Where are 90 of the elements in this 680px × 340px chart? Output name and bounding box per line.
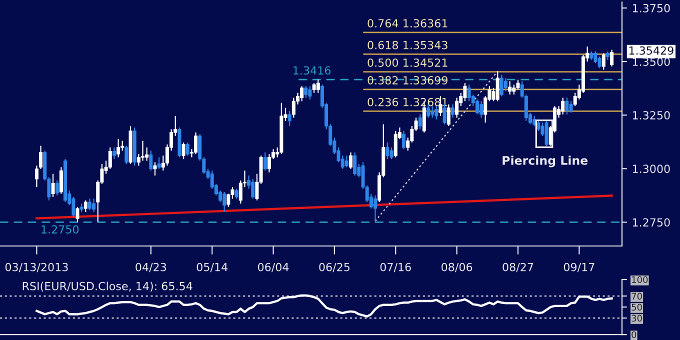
candlestick	[373, 194, 377, 222]
x-tick-label: 09/17	[564, 262, 594, 272]
x-tick-label: 08/27	[502, 262, 534, 272]
candlestick	[153, 162, 157, 176]
candlestick	[308, 86, 312, 100]
candlestick	[300, 86, 304, 102]
candlestick	[610, 49, 614, 68]
x-tick-label: 08/06	[442, 262, 472, 272]
candlestick	[222, 191, 226, 212]
candlestick	[344, 155, 348, 168]
candlestick	[84, 200, 88, 212]
ref-line-label: 0.618 1.35343	[368, 40, 448, 50]
candlestick	[496, 70, 500, 102]
candlestick	[108, 146, 112, 170]
candlestick	[55, 180, 59, 196]
candlestick	[251, 178, 255, 200]
candlestick	[467, 84, 471, 102]
candlestick	[434, 106, 438, 120]
candlestick	[450, 104, 454, 118]
candlestick	[394, 130, 398, 158]
candlestick	[602, 52, 606, 70]
candlestick	[312, 82, 316, 94]
candlestick	[508, 80, 512, 96]
candlestick	[594, 50, 598, 64]
candlestick	[544, 120, 548, 147]
candlestick	[504, 77, 508, 92]
candlestick	[480, 100, 484, 118]
y-tick-label: 1.3250	[632, 111, 670, 120]
y-tick-label: 30	[632, 314, 642, 322]
candlestick	[76, 206, 80, 223]
candlestick	[455, 97, 459, 118]
candlestick	[51, 173, 55, 198]
candlestick	[141, 140, 144, 162]
candlestick	[402, 130, 406, 150]
candlestick	[598, 56, 602, 69]
candlestick	[124, 145, 128, 165]
x-tick-label: 06/04	[258, 262, 289, 272]
candlestick	[316, 78, 320, 94]
candlestick	[512, 84, 516, 96]
ref-line-label: 0.764 1.36361	[368, 19, 448, 28]
candlestick	[569, 100, 573, 114]
candlestick	[92, 198, 96, 212]
y-tick-label: 1.2750	[632, 218, 670, 227]
candlestick	[157, 156, 161, 170]
candlestick	[390, 146, 394, 160]
ref-line-label: 1.2750	[42, 225, 79, 234]
candlestick	[304, 86, 308, 98]
candlestick	[500, 74, 504, 97]
candlestick	[349, 152, 353, 170]
candlestick	[430, 106, 434, 118]
candlestick	[88, 198, 92, 211]
candlestick	[288, 110, 292, 127]
candlestick	[475, 98, 479, 116]
text: 1.35429	[629, 46, 674, 55]
y-tick-label: 1.3750	[632, 4, 670, 12]
ref-line-label: 0.500 1.34521	[368, 58, 448, 67]
candlestick	[565, 97, 569, 116]
y-tick-label: 1.3000	[632, 164, 670, 174]
x-tick-label: 03/13/2013	[5, 262, 68, 272]
y-tick-label: 0	[632, 331, 636, 338]
candlestick	[186, 142, 190, 156]
ref-line-label: 1.3416	[294, 66, 331, 75]
x-tick-label: 07/16	[380, 262, 411, 272]
y-tick-label: 50	[632, 304, 642, 311]
candlestick	[59, 166, 63, 194]
candlestick	[263, 152, 267, 172]
candlestick	[194, 132, 198, 155]
x-tick-label: 04/23	[136, 262, 166, 272]
x-tick-label: 05/14	[196, 262, 228, 272]
candlestick	[463, 82, 467, 102]
annotation: Piercing Line	[502, 156, 588, 168]
candlestick	[516, 79, 520, 90]
candlestick	[446, 104, 450, 127]
candlestick	[418, 114, 422, 130]
y-tick-label: 100	[632, 276, 648, 284]
candlestick	[116, 138, 120, 158]
x-tick-label: 06/25	[319, 262, 350, 272]
candlestick	[386, 142, 390, 160]
chart-title: RSI(EUR/USD.Close, 14): 65.54	[22, 282, 192, 292]
candlestick	[182, 142, 186, 160]
y-tick-label: 70	[632, 292, 642, 300]
candlestick	[149, 150, 153, 172]
candlestick	[234, 188, 238, 200]
ref-line-label: 0.382 1.33699	[368, 76, 448, 84]
candlestick	[226, 193, 230, 208]
candlestick	[112, 146, 116, 160]
candlestick	[292, 97, 296, 118]
candlestick	[561, 97, 565, 116]
line-series	[36, 294, 613, 318]
candlestick	[353, 152, 357, 176]
